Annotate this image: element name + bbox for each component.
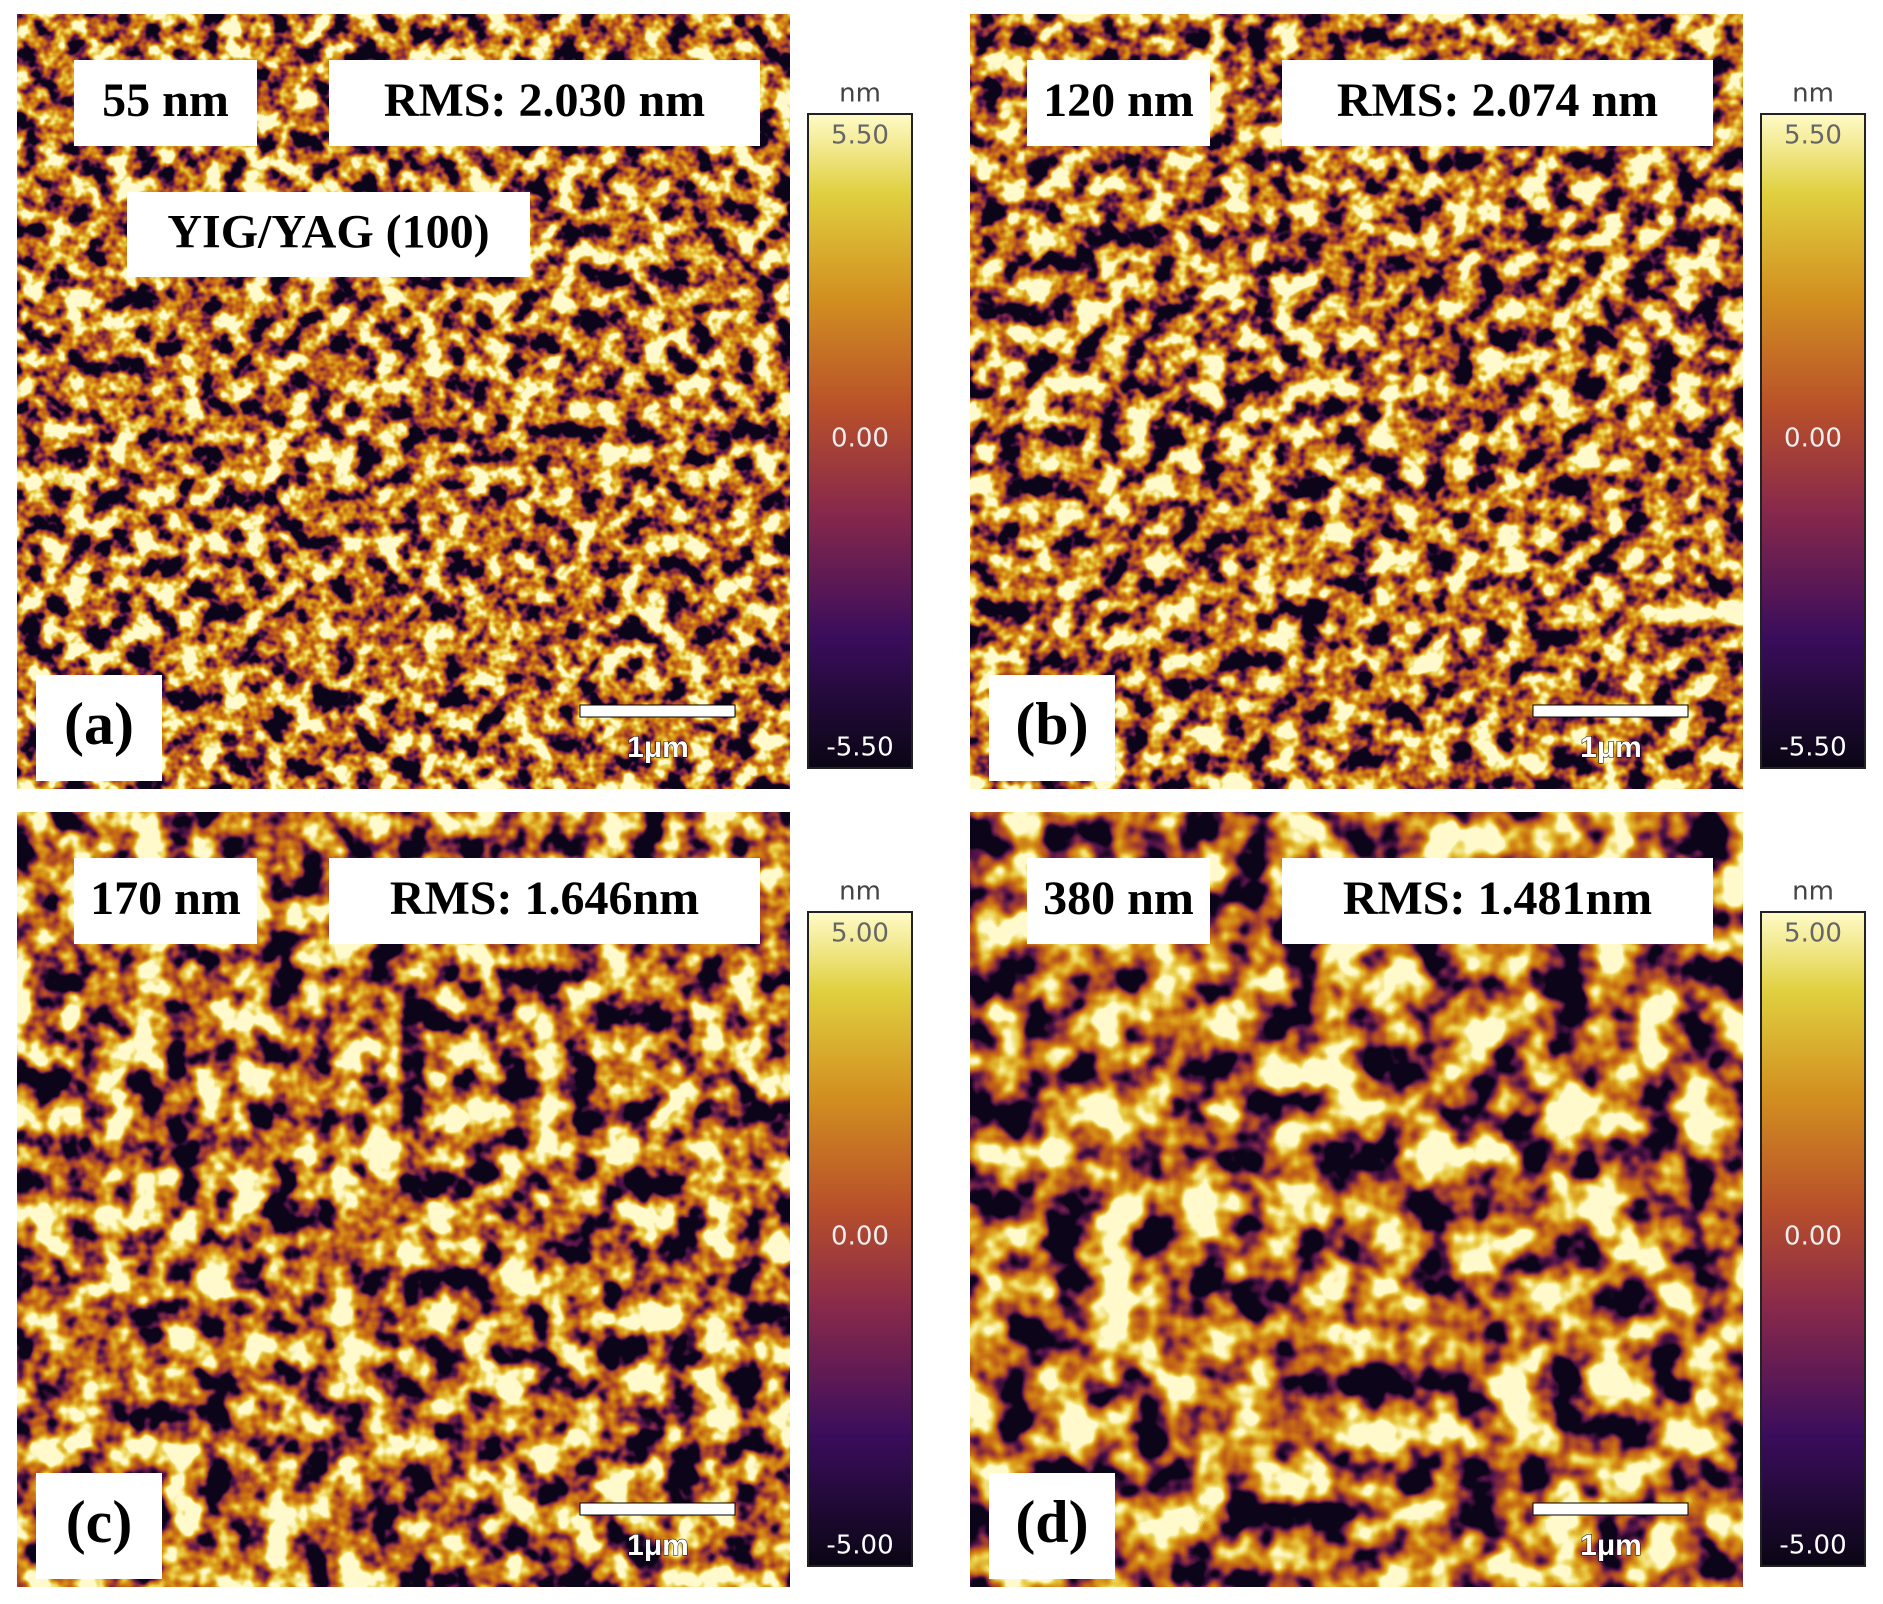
colorbar-min: -5.50 [826, 733, 893, 763]
colorbar-unit: nm [839, 79, 881, 109]
rms-label: RMS: 1.481nm [1343, 872, 1652, 925]
panel-letter: (b) [1015, 691, 1088, 757]
panel-letter: (c) [66, 1489, 133, 1555]
sample-label: YIG/YAG (100) [167, 206, 489, 259]
scale-bar-label: 1μm [627, 731, 689, 764]
scale-bar-label: 1μm [1580, 731, 1642, 764]
panel-letter-box [36, 675, 162, 781]
thickness-label-box [74, 60, 257, 146]
colorbar-mid: 0.00 [831, 424, 889, 454]
colorbar-min: -5.00 [1779, 1531, 1846, 1561]
thickness-label: 55 nm [102, 74, 229, 127]
rms-label: RMS: 2.074 nm [1337, 74, 1658, 127]
afm-panel: 380 nm RMS: 1.481nm (d) 1μm nm 5.00 0.00 -5.00 [969, 811, 1866, 1588]
thickness-label: 170 nm [90, 872, 241, 925]
panel-letter-box [989, 1473, 1115, 1579]
sample-label-box [127, 192, 530, 277]
colorbar-unit: nm [1792, 79, 1834, 109]
colorbar-mid: 0.00 [831, 1222, 889, 1252]
colorbar [1760, 911, 1866, 1567]
scale-bar [579, 704, 736, 718]
colorbar-min: -5.00 [826, 1531, 893, 1561]
scale-bar-label: 1μm [627, 1529, 689, 1562]
scale-bar [579, 1502, 736, 1516]
colorbar-unit: nm [1792, 877, 1834, 907]
thickness-label-box [1027, 60, 1210, 146]
colorbar-unit: nm [839, 877, 881, 907]
colorbar-max: 5.00 [831, 919, 889, 949]
rms-label-box [329, 858, 760, 944]
scale-bar [1532, 1502, 1689, 1516]
panel-letter-box [36, 1473, 162, 1579]
afm-panel: 120 nm RMS: 2.074 nm (b) 1μm nm 5.50 0.00 -5.50 [969, 13, 1866, 790]
scale-bar [1532, 704, 1689, 718]
colorbar-max: 5.50 [1784, 121, 1842, 151]
rms-label-box [1282, 60, 1713, 146]
colorbar-min: -5.50 [1779, 733, 1846, 763]
thickness-label-box [74, 858, 257, 944]
rms-label-box [1282, 858, 1713, 944]
thickness-label: 380 nm [1043, 872, 1194, 925]
afm-panel: 170 nm RMS: 1.646nm (c) 1μm nm 5.00 0.00 -5.00 [16, 811, 913, 1588]
panel-letter: (d) [1015, 1489, 1088, 1555]
panel-letter-box [989, 675, 1115, 781]
colorbar [807, 911, 913, 1567]
afm-panel: 55 nm RMS: 2.030 nm YIG/YAG (100) (a) 1μm nm 5… [16, 13, 913, 790]
thickness-label: 120 nm [1043, 74, 1194, 127]
colorbar [1760, 113, 1866, 769]
rms-label-box [329, 60, 760, 146]
scale-bar-label: 1μm [1580, 1529, 1642, 1562]
rms-label: RMS: 2.030 nm [384, 74, 705, 127]
colorbar-max: 5.50 [831, 121, 889, 151]
thickness-label-box [1027, 858, 1210, 944]
colorbar-mid: 0.00 [1784, 424, 1842, 454]
panel-letter: (a) [64, 691, 134, 757]
rms-label: RMS: 1.646nm [390, 872, 699, 925]
colorbar-mid: 0.00 [1784, 1222, 1842, 1252]
colorbar [807, 113, 913, 769]
colorbar-max: 5.00 [1784, 919, 1842, 949]
